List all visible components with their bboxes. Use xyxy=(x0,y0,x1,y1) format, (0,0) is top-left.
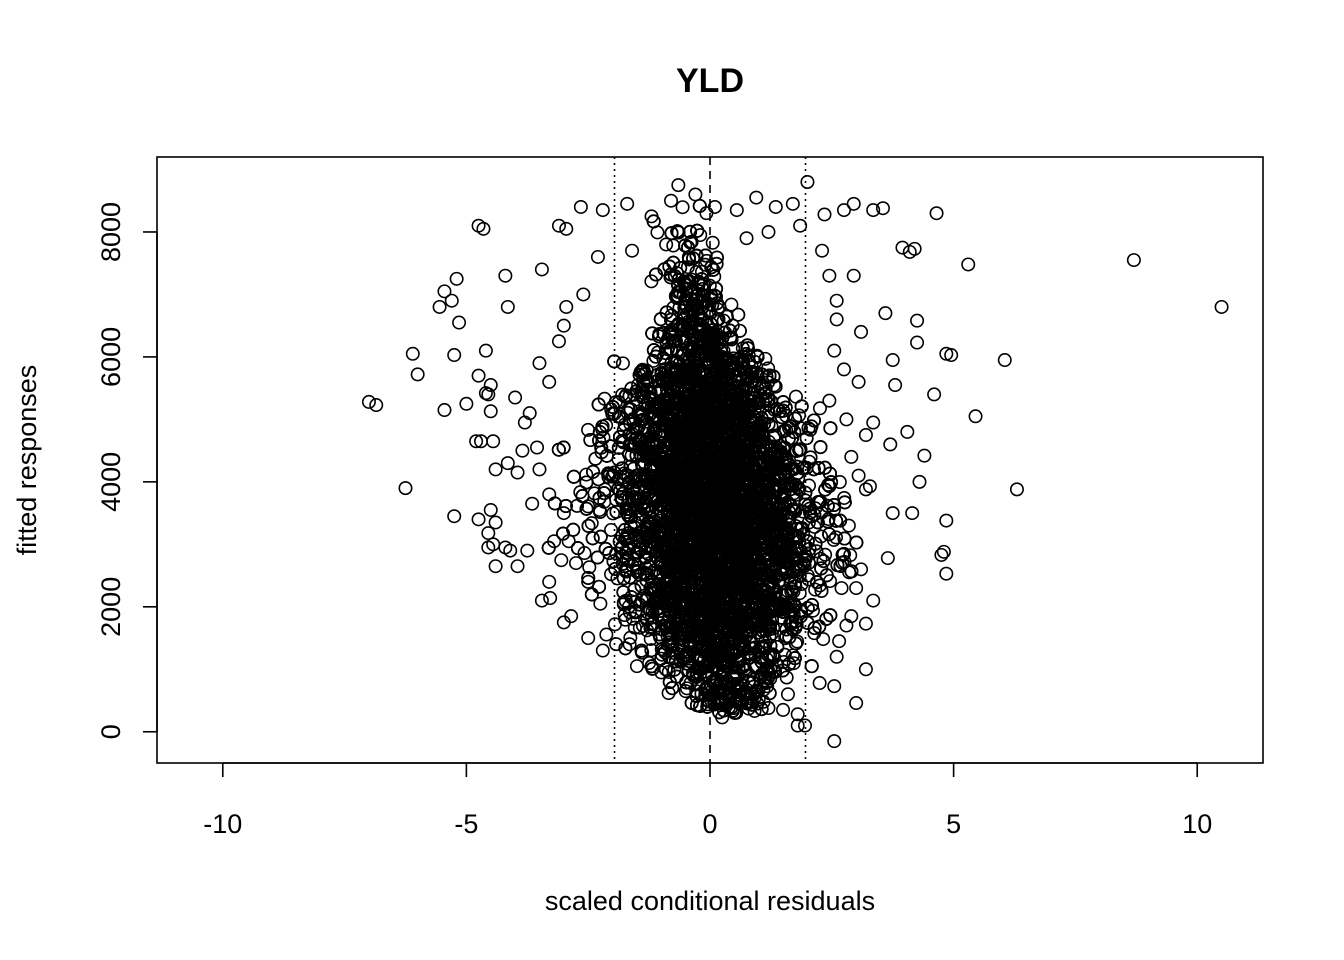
data-point xyxy=(675,200,690,215)
chart-title: YLD xyxy=(676,62,744,100)
data-point xyxy=(812,578,827,593)
data-point xyxy=(554,553,569,568)
data-point xyxy=(582,560,597,575)
data-point xyxy=(615,356,630,371)
data-points xyxy=(361,174,1229,749)
data-point xyxy=(644,274,659,289)
data-point xyxy=(599,627,614,642)
data-point xyxy=(808,582,823,597)
data-point xyxy=(792,408,807,423)
data-point xyxy=(758,351,773,366)
data-point xyxy=(779,670,794,685)
data-point xyxy=(862,479,877,494)
data-point xyxy=(818,547,833,562)
data-point xyxy=(786,656,801,671)
data-point xyxy=(816,632,831,647)
data-point xyxy=(543,591,558,606)
data-point xyxy=(584,516,599,531)
data-point xyxy=(812,401,827,416)
data-point xyxy=(625,611,640,626)
data-point xyxy=(829,530,844,545)
data-point xyxy=(802,478,817,493)
data-point xyxy=(604,522,619,537)
data-point xyxy=(689,249,704,264)
data-point xyxy=(813,551,828,566)
data-point xyxy=(609,637,624,652)
data-point xyxy=(705,235,720,250)
data-point xyxy=(837,490,852,505)
data-point xyxy=(698,257,713,272)
data-point xyxy=(643,631,658,646)
